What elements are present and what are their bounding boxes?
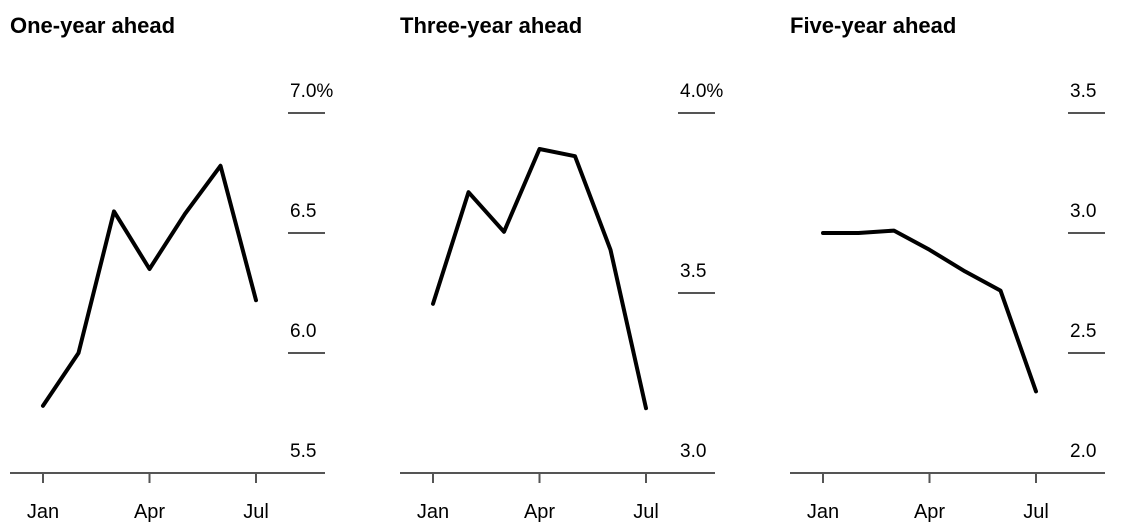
y-tick-label: 2.0 [1070, 441, 1096, 462]
x-tick-label: Jul [633, 501, 659, 523]
y-tick-label: 3.0 [680, 441, 706, 462]
x-tick-label: Jul [243, 501, 269, 523]
y-tick-label: 6.5 [290, 201, 316, 222]
y-tick-label: 6.0 [290, 321, 316, 342]
line-series [431, 147, 648, 411]
line-series [41, 163, 258, 408]
y-tick-label: 2.5 [1070, 321, 1096, 342]
y-tick-label: 5.5 [290, 441, 316, 462]
x-tick-label: Jan [417, 501, 449, 523]
x-tick-label: Apr [914, 501, 945, 523]
x-tick-label: Apr [524, 501, 555, 523]
panel-title: Three-year ahead [400, 13, 582, 38]
x-tick-label: Apr [134, 501, 165, 523]
x-tick-label: Jan [27, 501, 59, 523]
y-tick-label: 4.0% [680, 81, 723, 102]
y-tick-label: 3.5 [680, 261, 706, 282]
x-tick-label: Jul [1023, 501, 1049, 523]
panel-title: Five-year ahead [790, 13, 956, 38]
y-tick-label: 3.5 [1070, 81, 1096, 102]
line-series [821, 228, 1038, 394]
x-tick-label: Jan [807, 501, 839, 523]
y-tick-label: 7.0% [290, 81, 333, 102]
panel-title: One-year ahead [10, 13, 175, 38]
y-tick-label: 3.0 [1070, 201, 1096, 222]
